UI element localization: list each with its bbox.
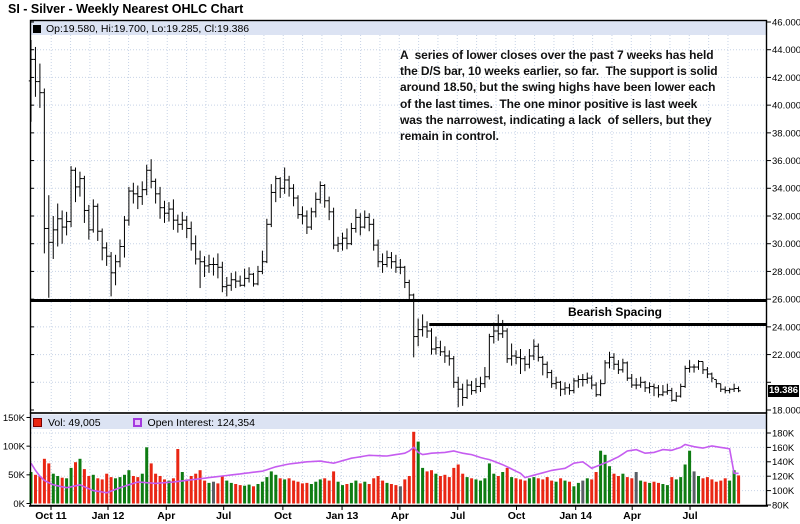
svg-text:150K: 150K <box>3 413 26 424</box>
svg-text:Jul: Jul <box>682 510 697 522</box>
svg-text:100K: 100K <box>772 486 795 497</box>
price-legend-strip <box>31 21 766 35</box>
volume-bars <box>29 431 741 504</box>
open-interest-line <box>30 443 739 494</box>
svg-text:18.000: 18.000 <box>772 405 800 416</box>
svg-text:Jul: Jul <box>216 510 231 522</box>
svg-text:Jan 14: Jan 14 <box>559 510 592 522</box>
svg-text:Jan 13: Jan 13 <box>326 510 359 522</box>
svg-text:Oct 11: Oct 11 <box>35 510 67 522</box>
svg-text:Apr: Apr <box>623 510 641 522</box>
svg-text:50K: 50K <box>8 470 26 481</box>
analyst-annotation: A series of lower closes over the past 7… <box>400 47 760 144</box>
annotation-line: of the last times. The one minor positiv… <box>400 96 698 111</box>
svg-text:26.000: 26.000 <box>772 295 800 306</box>
annotation-line: was the narrowest, indicating a lack of … <box>400 112 712 127</box>
svg-text:46.000: 46.000 <box>772 17 800 28</box>
svg-text:Apr: Apr <box>157 510 175 522</box>
svg-text:120K: 120K <box>772 472 795 483</box>
svg-text:32.000: 32.000 <box>772 211 800 222</box>
price-legend-text: Op:19.580, Hi:19.700, Lo:19.285, Cl:19.3… <box>46 22 250 35</box>
volume-legend: Vol: 49,005 Open Interest: 124,354 <box>33 416 255 429</box>
svg-text:22.000: 22.000 <box>772 350 800 361</box>
svg-text:38.000: 38.000 <box>772 128 800 139</box>
annotation-line: the D/S bar, 10 weeks earlier, so far. T… <box>400 64 718 79</box>
svg-text:180K: 180K <box>772 428 795 439</box>
svg-text:40.000: 40.000 <box>772 101 800 112</box>
svg-text:42.000: 42.000 <box>772 73 800 84</box>
svg-text:36.000: 36.000 <box>772 156 800 167</box>
volume-swatch-icon <box>33 418 42 427</box>
bearish-spacing-label: Bearish Spacing <box>567 305 663 319</box>
svg-text:Oct: Oct <box>508 510 526 522</box>
svg-text:0K: 0K <box>13 499 25 510</box>
svg-text:100K: 100K <box>3 442 26 453</box>
open-interest-swatch-icon <box>132 418 142 427</box>
ohlc-bars <box>28 40 741 408</box>
annotation-line: remain in control. <box>400 129 499 144</box>
svg-text:Jul: Jul <box>450 510 465 522</box>
svg-text:140K: 140K <box>772 457 795 468</box>
open-interest-legend-text: Open Interest: 124,354 <box>147 416 255 429</box>
svg-text:Jan 12: Jan 12 <box>92 510 125 522</box>
volume-legend-text: Vol: 49,005 <box>48 416 101 429</box>
volume-legend-strip <box>31 414 766 429</box>
svg-text:160K: 160K <box>772 443 795 454</box>
last-price-badge: 19.386 <box>768 385 799 397</box>
svg-text:34.000: 34.000 <box>772 184 800 195</box>
annotation-line: around 18.50, but the swing highs have b… <box>400 80 716 95</box>
svg-text:Apr: Apr <box>391 510 409 522</box>
svg-text:80K: 80K <box>772 500 790 511</box>
svg-text:24.000: 24.000 <box>772 322 800 333</box>
price-legend: Op:19.580, Hi:19.700, Lo:19.285, Cl:19.3… <box>33 22 249 35</box>
annotation-line: A series of lower closes over the past 7… <box>400 48 714 62</box>
svg-text:30.000: 30.000 <box>772 239 800 250</box>
page-title: SI - Silver - Weekly Nearest OHLC Chart <box>8 2 244 16</box>
svg-text:44.000: 44.000 <box>772 45 800 56</box>
svg-text:28.000: 28.000 <box>772 267 800 278</box>
svg-text:Oct: Oct <box>274 510 292 522</box>
price-series-swatch-icon <box>33 24 41 33</box>
